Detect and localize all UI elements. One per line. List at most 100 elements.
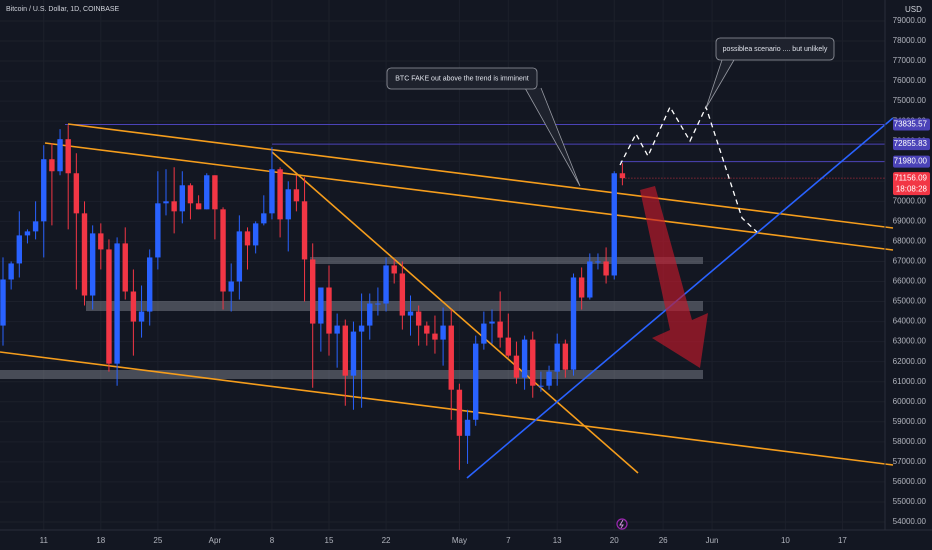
y-tick-label: 64000.00: [893, 317, 927, 326]
candle-body: [399, 273, 406, 316]
x-tick-label: 8: [270, 536, 275, 545]
currency: USD: [905, 5, 922, 14]
x-tick-label: 7: [506, 536, 511, 545]
y-tick-label: 55000.00: [893, 497, 927, 506]
candle-body: [391, 265, 397, 274]
candle-body: [24, 231, 31, 236]
y-tick-label: 61000.00: [893, 377, 927, 386]
candle-body: [301, 201, 308, 260]
candle-body: [489, 321, 495, 324]
candle-body: [269, 169, 275, 214]
candle-body: [228, 281, 234, 292]
candle-body: [138, 311, 145, 322]
scenario-path: [619, 105, 758, 233]
candle-body: [464, 419, 471, 436]
x-tick-label: 26: [659, 536, 668, 545]
candle-body: [171, 201, 177, 212]
y-tick-label: 66000.00: [893, 277, 927, 286]
price-tag-label: 73835.57: [894, 120, 928, 129]
candle-body: [179, 185, 185, 212]
candle-body: [261, 213, 267, 224]
candle-body: [89, 233, 96, 296]
y-tick-label: 56000.00: [893, 477, 927, 486]
x-tick-label: 22: [382, 536, 391, 545]
x-tick-label: 20: [610, 536, 619, 545]
x-tick-label: 13: [553, 536, 562, 545]
candle-body: [252, 223, 259, 246]
candle-body: [32, 221, 39, 232]
event-icon[interactable]: [616, 518, 628, 530]
trend-line: [44, 142, 894, 251]
x-tick-label: Jun: [706, 536, 719, 545]
candle-body: [147, 257, 153, 312]
candle-body: [578, 277, 585, 298]
candle-body: [521, 339, 528, 378]
candle-body: [49, 159, 55, 172]
y-tick-label: 78000.00: [893, 36, 927, 45]
candle-body: [546, 371, 552, 386]
candle-body: [220, 209, 226, 292]
axes: 54000.00 55000.00 56000.00 57000.00 58000.00…: [40, 16, 930, 545]
candle-body: [456, 389, 463, 436]
y-tick-label: 75000.00: [893, 96, 927, 105]
candle-body: [538, 385, 544, 387]
candle-body: [277, 169, 283, 220]
candle-body: [554, 343, 560, 372]
candle-body: [342, 325, 348, 376]
candle-body: [595, 261, 601, 263]
price-tag-label: 72855.83: [894, 139, 928, 148]
grid: [0, 0, 885, 530]
candle-body: [603, 261, 609, 276]
candle-body: [358, 325, 365, 332]
candle-body: [285, 189, 291, 220]
candle-body: [415, 311, 422, 326]
y-tick-label: 59000.00: [893, 417, 927, 426]
candle-body: [204, 175, 210, 210]
price-tag: [893, 118, 930, 131]
countdown: 18:08:28: [896, 184, 928, 193]
candle-body: [0, 279, 6, 326]
x-tick-label: 15: [325, 536, 334, 545]
candle-body: [350, 331, 357, 376]
candle-body: [448, 325, 454, 390]
y-tick-label: 60000.00: [893, 397, 927, 406]
y-tick-label: 69000.00: [893, 216, 927, 225]
x-tick-label: May: [452, 536, 467, 545]
trend-line: [67, 123, 894, 229]
callout: [715, 37, 835, 61]
y-tick-label: 77000.00: [893, 56, 927, 65]
candle-body: [57, 139, 63, 172]
candle-body: [334, 325, 340, 334]
y-tick-label: 70000.00: [893, 196, 927, 205]
callout-pointer: [524, 87, 581, 187]
price-tag: [893, 172, 930, 196]
candle-body: [367, 303, 373, 326]
x-tick-label: Apr: [209, 536, 222, 545]
candle-body: [98, 233, 104, 250]
candle-body: [122, 243, 128, 292]
y-tick-label: 79000.00: [893, 16, 927, 25]
y-tick-label: 62000.00: [893, 357, 927, 366]
candle-body: [244, 231, 251, 246]
x-tick-label: 17: [838, 536, 847, 545]
candle-body: [163, 201, 169, 204]
candle-body: [293, 189, 300, 202]
candle-body: [505, 337, 511, 356]
x-tick-label: 10: [781, 536, 790, 545]
y-tick-label: 68000.00: [893, 237, 927, 246]
candle-body: [195, 203, 202, 210]
candle-body: [570, 277, 577, 370]
candle-body: [587, 261, 593, 298]
y-tick-label: 76000.00: [893, 76, 927, 85]
x-tick-label: 11: [40, 536, 49, 545]
x-tick-label: 25: [153, 536, 162, 545]
candle-body: [440, 325, 446, 340]
price-tag: [893, 155, 930, 168]
callout-pointer: [705, 59, 735, 109]
candle-body: [497, 321, 503, 338]
candle-body: [383, 265, 389, 304]
candle-body: [41, 159, 47, 222]
candle-body: [310, 259, 316, 324]
price-tag-label: 71980.00: [894, 157, 928, 166]
candle-body: [155, 203, 161, 258]
